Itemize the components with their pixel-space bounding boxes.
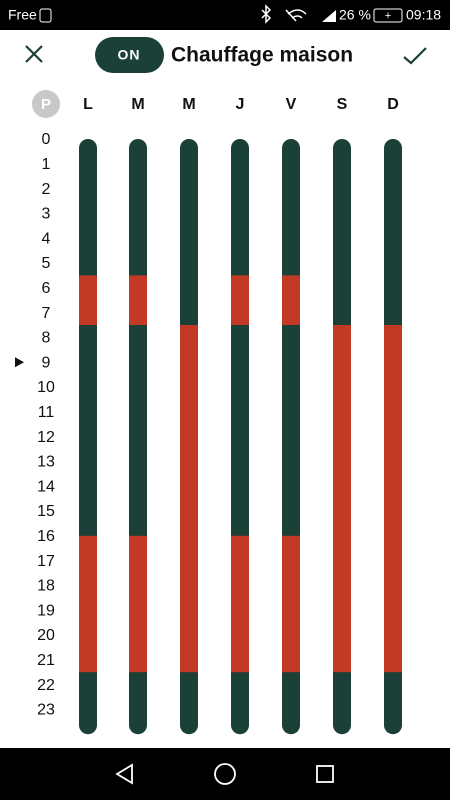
comfort-period — [282, 275, 300, 325]
battery-text: 26 % — [339, 7, 371, 23]
hour-label: 12 — [37, 429, 55, 446]
confirm-button[interactable] — [403, 47, 427, 65]
comfort-period — [180, 325, 198, 673]
toggle-label: ON — [118, 47, 141, 63]
hour-label: 1 — [42, 156, 51, 173]
hour-label: 2 — [42, 181, 51, 198]
day-label: L — [83, 96, 93, 113]
hour-label: 4 — [42, 230, 51, 247]
comfort-period — [231, 275, 249, 325]
hour-label: 17 — [37, 553, 55, 570]
hour-label: 20 — [37, 627, 55, 644]
day-label: M — [182, 96, 195, 113]
hour-label: 0 — [42, 131, 51, 148]
hour-label: 21 — [37, 652, 55, 669]
comfort-period — [384, 325, 402, 673]
comfort-period — [129, 275, 147, 325]
clock: 09:18 — [406, 7, 441, 23]
comfort-period — [79, 535, 97, 673]
hour-label: 5 — [42, 255, 51, 272]
hour-label: 15 — [37, 503, 55, 520]
hour-label: 23 — [37, 702, 55, 719]
comfort-period — [231, 535, 249, 673]
close-button[interactable] — [25, 45, 43, 63]
back-button[interactable] — [115, 763, 133, 785]
comfort-period — [282, 535, 300, 673]
hour-label: 13 — [37, 454, 55, 471]
bluetooth-icon — [261, 4, 272, 24]
hour-label: 3 — [42, 206, 51, 223]
wifi-icon — [285, 9, 307, 22]
hour-label: 7 — [42, 305, 51, 322]
preset-badge[interactable] — [32, 90, 60, 118]
battery-plus: + — [385, 10, 391, 22]
battery-icon — [373, 8, 403, 23]
toggle[interactable] — [95, 37, 164, 73]
hour-label: 16 — [37, 528, 55, 545]
sim-icon — [39, 8, 52, 23]
current-hour-marker — [15, 357, 24, 368]
recents-button[interactable] — [316, 765, 334, 783]
home-button[interactable] — [214, 763, 236, 785]
status-bar — [0, 0, 450, 30]
comfort-period — [129, 535, 147, 673]
carrier: Free — [8, 7, 37, 23]
hour-label: 18 — [37, 578, 55, 595]
hour-label: 6 — [42, 280, 51, 297]
hour-label: 19 — [37, 602, 55, 619]
hour-label: 22 — [37, 677, 55, 694]
comfort-period — [79, 275, 97, 325]
preset-label: P — [41, 96, 51, 113]
hour-label: 8 — [42, 330, 51, 347]
hour-label: 9 — [42, 354, 51, 371]
day-label: V — [286, 96, 297, 113]
signal-icon — [322, 10, 336, 22]
hour-label: 10 — [37, 379, 55, 396]
day-label: D — [387, 96, 399, 113]
hour-label: 14 — [37, 478, 55, 495]
day-label: S — [337, 96, 348, 113]
day-label: M — [131, 96, 144, 113]
hour-label: 11 — [38, 404, 55, 421]
comfort-period — [333, 325, 351, 673]
nav-bar — [0, 748, 450, 800]
title: Chauffage maison — [171, 44, 353, 67]
day-label: J — [236, 96, 245, 113]
